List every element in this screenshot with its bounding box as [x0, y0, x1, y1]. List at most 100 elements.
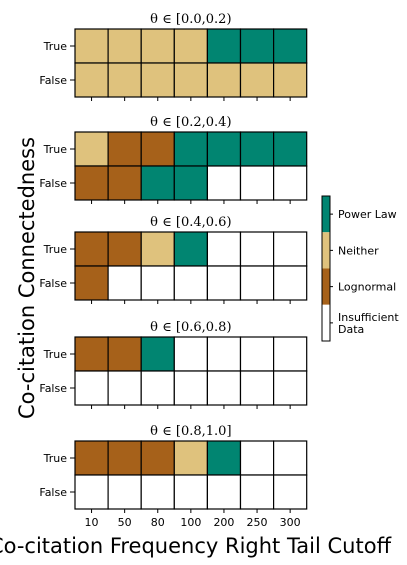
heatmap-cell	[173, 131, 209, 167]
heatmap-cell	[140, 440, 175, 476]
heatmap-cell	[107, 62, 142, 98]
heatmap-cell	[206, 336, 242, 372]
heatmap-cell	[239, 165, 275, 201]
panel-2: θ ∈ [0.2,0.4) True False	[39, 115, 308, 204]
heatmap-cell	[273, 131, 308, 167]
heatmap-cell	[239, 370, 275, 406]
heatmap-cell	[173, 440, 209, 476]
row-label-false: False	[39, 486, 67, 499]
heatmap-cell	[140, 474, 175, 510]
heatmap-cell	[74, 336, 109, 372]
legend-frame	[321, 195, 331, 342]
heatmap-cell	[273, 265, 308, 301]
heatmap-cell	[206, 440, 242, 476]
heatmap-cell	[273, 370, 308, 406]
legend-label: Neither	[338, 244, 379, 257]
panel-4: θ ∈ [0.6,0.8) True False	[39, 320, 308, 409]
heatmap-cell	[173, 231, 209, 267]
row-label-true: True	[43, 143, 68, 156]
heatmap-cell	[273, 474, 308, 510]
x-axis-label: Co-citation Frequency Right Tail Cutoff	[0, 534, 392, 558]
x-tick-label: 300	[280, 516, 301, 529]
heatmap-cell	[173, 28, 209, 64]
row-label-true: True	[43, 348, 68, 361]
panel-title: θ ∈ [0.4,0.6)	[150, 215, 231, 230]
legend-swatch	[322, 232, 330, 269]
heatmap-cell	[206, 265, 242, 301]
heatmap-cell	[239, 62, 275, 98]
heatmap-cell	[74, 28, 109, 64]
panel-5: θ ∈ [0.8,1.0] True False	[39, 424, 308, 513]
heatmap-cell	[206, 370, 242, 406]
heatmap-cell	[239, 440, 275, 476]
panel-title: θ ∈ [0.2,0.4)	[150, 115, 231, 130]
heatmap-cell	[74, 440, 109, 476]
heatmap-cell	[239, 336, 275, 372]
heatmap-cell	[74, 474, 109, 510]
x-tick-label: 200	[213, 516, 234, 529]
heatmap-panels: θ ∈ [0.0,0.2) True False θ ∈ [0.2,0.4) True F…	[39, 12, 308, 529]
heatmap-cell	[74, 62, 109, 98]
x-tick-label: 50	[118, 516, 132, 529]
heatmap-cell	[206, 474, 242, 510]
x-tick-label: 250	[247, 516, 268, 529]
legend-label: Power Law	[338, 208, 397, 221]
row-label-true: True	[43, 243, 68, 256]
legend-swatch	[322, 196, 330, 233]
x-tick-label: 100	[180, 516, 201, 529]
heatmap-cell	[273, 336, 308, 372]
legend-label: Insufficient Data	[338, 311, 399, 336]
row-label-false: False	[39, 277, 67, 290]
heatmap-cell	[273, 231, 308, 267]
heatmap-cell	[107, 336, 142, 372]
heatmap-cell	[107, 474, 142, 510]
heatmap-cell	[140, 231, 175, 267]
heatmap-cell	[273, 62, 308, 98]
heatmap-cell	[107, 165, 142, 201]
heatmap-cell	[140, 62, 175, 98]
legend-swatch	[322, 268, 330, 305]
row-label-true: True	[43, 40, 68, 53]
heatmap-cell	[74, 131, 109, 167]
x-tick-label: 80	[151, 516, 165, 529]
heatmap-cell	[239, 231, 275, 267]
heatmap-cell	[140, 165, 175, 201]
heatmap-cell	[140, 28, 175, 64]
heatmap-cell	[273, 440, 308, 476]
panel-title: θ ∈ [0.0,0.2)	[150, 12, 231, 27]
heatmap-cell	[74, 231, 109, 267]
heatmap-cell	[140, 336, 175, 372]
heatmap-cell	[74, 265, 109, 301]
heatmap-cell	[273, 28, 308, 64]
heatmap-cell	[140, 131, 175, 167]
heatmap-cell	[239, 131, 275, 167]
heatmap-cell	[107, 370, 142, 406]
heatmap-cell	[107, 131, 142, 167]
heatmap-cell	[173, 474, 209, 510]
heatmap-cell	[107, 231, 142, 267]
heatmap-cell	[173, 265, 209, 301]
heatmap-cell	[206, 231, 242, 267]
colorbar-legend: Power Law Neither Lognormal Insufficient Dat…	[321, 195, 399, 342]
row-label-false: False	[39, 382, 67, 395]
heatmap-cell	[239, 28, 275, 64]
legend-label: Lognormal	[338, 281, 396, 294]
heatmap-cell	[107, 265, 142, 301]
heatmap-cell	[173, 62, 209, 98]
heatmap-cell	[74, 370, 109, 406]
panel-3: θ ∈ [0.4,0.6) True False	[39, 215, 308, 304]
row-label-false: False	[39, 177, 67, 190]
heatmap-cell	[206, 165, 242, 201]
heatmap-cell	[239, 265, 275, 301]
heatmap-cell	[173, 370, 209, 406]
heatmap-cell	[239, 474, 275, 510]
panel-1: θ ∈ [0.0,0.2) True False	[39, 12, 308, 101]
panel-title: θ ∈ [0.6,0.8)	[150, 320, 231, 335]
heatmap-cell	[173, 165, 209, 201]
heatmap-cell	[107, 440, 142, 476]
x-tick-label: 10	[85, 516, 99, 529]
heatmap-cell	[206, 62, 242, 98]
heatmap-cell	[173, 336, 209, 372]
heatmap-cell	[140, 370, 175, 406]
